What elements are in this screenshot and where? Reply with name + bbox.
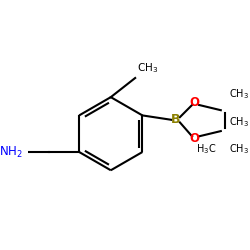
Text: CH$_3$: CH$_3$ — [229, 142, 249, 156]
Text: CH$_3$: CH$_3$ — [229, 87, 249, 101]
Text: H$_3$C: H$_3$C — [196, 142, 216, 156]
Text: O: O — [190, 96, 200, 109]
Text: B: B — [171, 113, 180, 126]
Text: CH$_3$: CH$_3$ — [229, 116, 249, 129]
Text: NH$_2$: NH$_2$ — [0, 144, 22, 160]
Text: CH$_3$: CH$_3$ — [137, 62, 158, 76]
Text: O: O — [190, 132, 200, 145]
